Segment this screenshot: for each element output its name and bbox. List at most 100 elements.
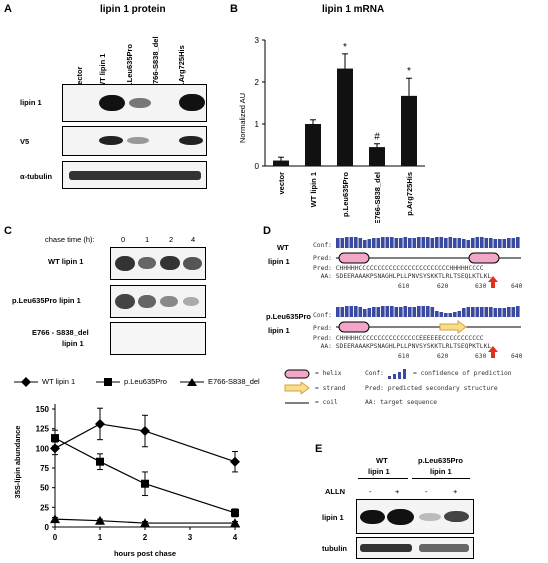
series-line xyxy=(54,423,236,463)
confidence-bar xyxy=(340,307,345,317)
data-point xyxy=(51,434,59,443)
x-tick-label: 0 xyxy=(53,533,58,542)
bar xyxy=(369,147,385,166)
confidence-bar xyxy=(390,306,394,317)
alln-sign: + xyxy=(395,487,400,496)
panel-a-letter: A xyxy=(4,3,12,15)
helix-icon xyxy=(468,252,500,264)
confidence-bar xyxy=(358,238,363,248)
e-group2-b: lipin 1 xyxy=(430,467,452,476)
confidence-bar xyxy=(502,308,507,317)
c-x-axis-label: hours post chase xyxy=(114,549,176,558)
e-group2-bracket xyxy=(412,478,470,479)
alln-sign: + xyxy=(453,487,458,496)
confidence-bar xyxy=(412,238,417,248)
alln-sign: - xyxy=(425,487,428,496)
data-point xyxy=(95,418,105,429)
row-label-l635p: p.Leu635Pro lipin 1 xyxy=(12,296,81,305)
y-axis-label: Normalized AU xyxy=(238,93,247,143)
confidence-bar xyxy=(421,237,426,248)
confidence-bar xyxy=(457,238,462,248)
confidence-bar xyxy=(399,238,403,248)
confidence-bar xyxy=(345,237,349,248)
lane-label: p.Leu635Pro xyxy=(125,43,134,89)
e-group1-a: WT xyxy=(376,456,388,465)
y-tick-label: 25 xyxy=(40,503,49,512)
x-tick-label: vector xyxy=(277,172,286,195)
confidence-bar xyxy=(435,237,439,248)
significance-marker: * xyxy=(407,66,411,77)
tick-630: 630 xyxy=(475,283,487,290)
confidence-bar xyxy=(466,240,471,248)
confidence-bar xyxy=(390,237,394,248)
confidence-bar xyxy=(471,307,475,317)
confidence-bar xyxy=(367,308,372,317)
row-label-del: E766 - S838_del xyxy=(32,328,89,337)
confidence-bar xyxy=(336,238,340,248)
confidence-bar xyxy=(489,307,493,317)
confidence-bar xyxy=(336,307,340,317)
confidence-bar xyxy=(498,239,502,248)
confidence-bar xyxy=(453,238,457,248)
confidence-bar xyxy=(516,237,520,248)
panel-b-chart: Normalized AU 0 1 2 3 vector WT lipin 1 * p.Leu… xyxy=(238,36,425,223)
wt-aa-seq: AA: SDEERAAAKPSNAGHLPLLPNVSYSKKTLRLTSEQL… xyxy=(313,273,492,280)
y-tick-label: 1 xyxy=(255,120,260,129)
confidence-bar xyxy=(385,237,390,248)
arrow-up-icon xyxy=(488,276,498,288)
y-tick-label: 0 xyxy=(255,162,260,171)
legend-l635p: p.Leu635Pro xyxy=(124,377,167,386)
chase-time-0: 0 xyxy=(121,235,126,244)
autoradiograph-l635p xyxy=(110,285,206,318)
confidence-bar xyxy=(363,309,367,317)
confidence-bar xyxy=(372,307,376,317)
data-point xyxy=(95,515,105,525)
chase-time-label: chase time (h): xyxy=(45,235,95,244)
mut-confidence-bars xyxy=(336,306,520,317)
e-blot-lipin1 xyxy=(356,499,474,534)
confidence-bar xyxy=(372,238,376,248)
legend-aa-desc: AA: target sequence xyxy=(365,399,438,406)
lane-label: E766-S838_del xyxy=(151,36,160,89)
c-y-axis-label: 35S-lipin abundance xyxy=(13,426,22,499)
confidence-bar xyxy=(475,307,480,317)
confidence-bar xyxy=(498,308,502,317)
y-tick-label: 3 xyxy=(255,36,260,45)
mut-pred-label: Pred: xyxy=(313,325,332,332)
mut-pred-seq: Pred: CHHHHHCCCCCCCCCCCCCCCCEEEEEECCCCCC… xyxy=(313,335,484,342)
row-label-del-2: lipin 1 xyxy=(62,339,84,348)
confidence-bar xyxy=(475,237,480,248)
confidence-bar xyxy=(394,238,399,248)
confidence-bar xyxy=(358,307,363,317)
panel-b-letter: B xyxy=(230,3,238,15)
strand-icon xyxy=(439,320,467,334)
tick-630: 630 xyxy=(475,353,487,360)
confidence-bar xyxy=(457,311,462,317)
chase-time-1: 1 xyxy=(145,235,150,244)
x-tick-label: E766-S838_del xyxy=(373,172,382,223)
panel-d-letter: D xyxy=(263,225,271,237)
data-point xyxy=(230,518,240,528)
tick-610: 610 xyxy=(398,283,410,290)
confidence-bar xyxy=(394,307,399,317)
e-group1-b: lipin 1 xyxy=(368,467,390,476)
mut-structure-cartoon xyxy=(336,320,521,334)
alln-sign: - xyxy=(369,487,372,496)
x-tick-label: WT lipin 1 xyxy=(309,172,318,207)
confidence-bar xyxy=(489,238,493,248)
confidence-bar xyxy=(385,306,390,317)
row-label-tubulin: α-tubulin xyxy=(20,172,53,181)
wt-label: WT xyxy=(277,243,289,252)
helix-icon xyxy=(338,252,370,264)
bar xyxy=(305,124,321,166)
legend-helix: = helix xyxy=(315,370,342,377)
confidence-bar xyxy=(480,307,484,317)
legend-strand: = strand xyxy=(315,385,346,392)
confidence-bar xyxy=(430,238,435,248)
tick-640: 640 xyxy=(511,283,523,290)
confidence-bar xyxy=(426,237,430,248)
legend-pred-desc: Pred: predicted secondary structure xyxy=(365,385,498,392)
confidence-bar xyxy=(507,307,511,317)
bar xyxy=(337,68,353,166)
bar xyxy=(273,160,289,166)
